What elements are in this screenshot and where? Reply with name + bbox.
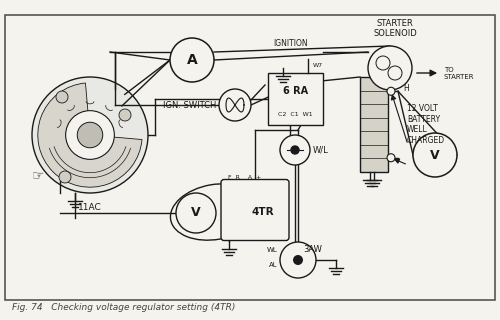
Text: AL: AL	[270, 262, 278, 268]
Circle shape	[56, 91, 68, 103]
Circle shape	[387, 87, 395, 95]
Circle shape	[280, 135, 310, 165]
Circle shape	[176, 193, 216, 233]
Text: 3AW: 3AW	[303, 245, 322, 254]
Text: W/L: W/L	[313, 146, 329, 155]
Text: 6 RA: 6 RA	[283, 86, 308, 96]
Text: H: H	[403, 84, 408, 93]
Circle shape	[119, 109, 131, 121]
Text: F  R    A  +: F R A +	[228, 174, 262, 180]
Text: 4TR: 4TR	[252, 207, 274, 217]
Circle shape	[387, 154, 395, 162]
Circle shape	[368, 46, 412, 90]
Circle shape	[219, 89, 251, 121]
Bar	[360, 77, 388, 172]
Circle shape	[77, 122, 103, 148]
Text: Fig. 74   Checking voltage regulator setting (4TR): Fig. 74 Checking voltage regulator setti…	[12, 303, 235, 313]
Text: V: V	[430, 148, 440, 162]
Text: ☞: ☞	[32, 168, 44, 182]
Circle shape	[280, 242, 316, 278]
Circle shape	[170, 38, 214, 82]
Circle shape	[59, 171, 71, 183]
Text: STARTER
SOLENOID: STARTER SOLENOID	[373, 19, 417, 38]
Bar	[268, 73, 323, 125]
FancyBboxPatch shape	[221, 180, 289, 241]
Text: A: A	[186, 53, 198, 67]
Text: IGNITION: IGNITION	[273, 39, 308, 48]
Text: 11AC: 11AC	[78, 203, 102, 212]
Wedge shape	[38, 83, 142, 187]
Text: W7: W7	[313, 63, 323, 68]
Text: 12 VOLT
BATTERY
WELL
CHARGED: 12 VOLT BATTERY WELL CHARGED	[407, 104, 445, 145]
Text: V: V	[191, 206, 201, 220]
Circle shape	[66, 111, 114, 159]
Text: TO
STARTER: TO STARTER	[444, 67, 474, 79]
Circle shape	[291, 146, 299, 154]
Text: WL: WL	[267, 247, 278, 253]
Circle shape	[32, 77, 148, 193]
Text: C2  C1  W1: C2 C1 W1	[278, 112, 313, 117]
Circle shape	[413, 133, 457, 177]
Circle shape	[293, 255, 303, 265]
Text: IGN. SWITCH: IGN. SWITCH	[162, 100, 216, 109]
Bar	[5, 15, 495, 300]
